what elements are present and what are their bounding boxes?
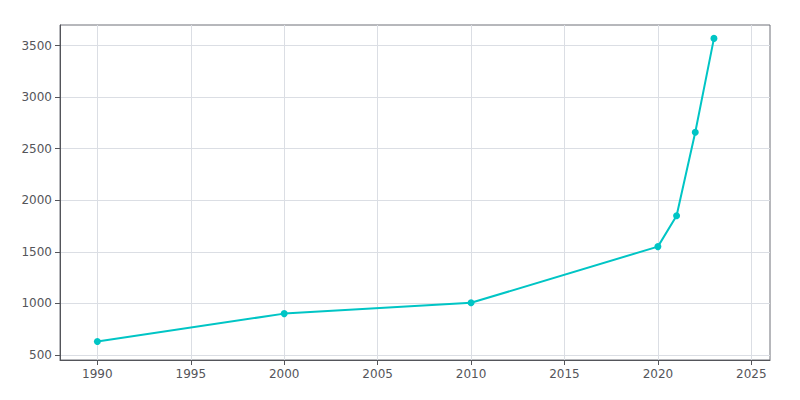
svg-text:2015: 2015	[549, 367, 580, 381]
svg-text:500: 500	[29, 348, 52, 362]
svg-text:2500: 2500	[21, 142, 52, 156]
svg-text:2000: 2000	[269, 367, 300, 381]
svg-text:2005: 2005	[362, 367, 393, 381]
svg-text:1500: 1500	[21, 245, 52, 259]
svg-text:2025: 2025	[736, 367, 767, 381]
svg-text:2000: 2000	[21, 193, 52, 207]
svg-text:2020: 2020	[643, 367, 674, 381]
svg-text:1990: 1990	[82, 367, 113, 381]
svg-text:2010: 2010	[456, 367, 487, 381]
svg-text:1995: 1995	[176, 367, 207, 381]
svg-text:1000: 1000	[21, 296, 52, 310]
svg-text:3000: 3000	[21, 90, 52, 104]
svg-text:3500: 3500	[21, 39, 52, 53]
